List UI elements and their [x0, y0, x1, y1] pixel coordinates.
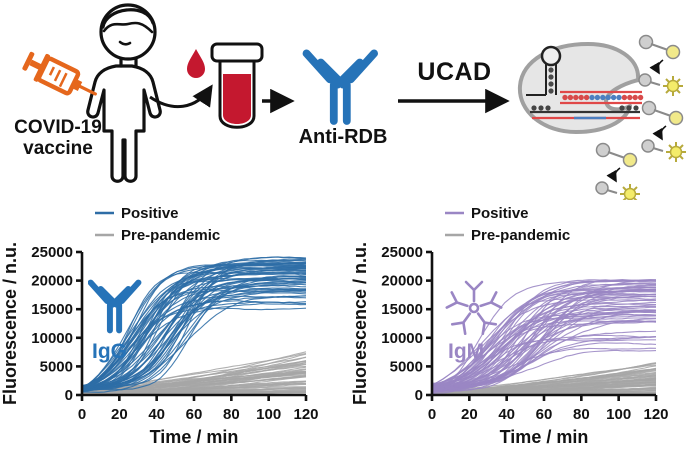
- svg-text:5000: 5000: [390, 358, 423, 375]
- svg-text:80: 80: [573, 406, 590, 423]
- blood-drop-icon: [187, 49, 205, 78]
- y-axis-label: Fluorescence / n.u.: [0, 242, 20, 405]
- vaccine-label: COVID-19 vaccine: [0, 117, 116, 160]
- svg-text:Pre-pandemic: Pre-pandemic: [471, 227, 570, 244]
- pre-pandemic-curves: [82, 351, 307, 395]
- svg-text:15000: 15000: [381, 301, 423, 318]
- svg-text:80: 80: [223, 406, 240, 423]
- syringe-icon: [22, 51, 97, 96]
- positive-curves: [432, 278, 657, 395]
- legend: Positive Pre-pandemic: [445, 205, 570, 244]
- antibody-icon: [302, 49, 378, 125]
- axes: [426, 250, 658, 401]
- svg-text:60: 60: [536, 406, 553, 423]
- igm-label: IgM: [448, 340, 485, 363]
- svg-text:10000: 10000: [381, 330, 423, 347]
- tick-labels: 0 5000 10000 15000 20000 25000 0 20 40 60 80 100 120: [381, 244, 668, 423]
- svg-text:15000: 15000: [31, 301, 73, 318]
- svg-text:100: 100: [256, 406, 281, 423]
- svg-text:0: 0: [415, 387, 423, 404]
- svg-text:25000: 25000: [381, 244, 423, 261]
- reporter-molecule-icon: [595, 142, 640, 200]
- axes: [76, 250, 308, 401]
- svg-text:5000: 5000: [40, 358, 73, 375]
- svg-text:0: 0: [428, 406, 436, 423]
- igg-chart: 0 5000 10000 15000 20000 25000 0 20 40 60 80 100 120…: [0, 205, 319, 447]
- x-axis-label: Time / min: [150, 427, 239, 447]
- schematic-diagram: [22, 3, 686, 200]
- svg-text:40: 40: [148, 406, 165, 423]
- svg-text:10000: 10000: [31, 330, 73, 347]
- svg-text:20000: 20000: [31, 273, 73, 290]
- target-sequence-dots: [562, 94, 644, 101]
- igg-panel: 0 5000 10000 15000 20000 25000 0 20 40 60 80 100 120…: [0, 200, 346, 450]
- tick-labels: 0 5000 10000 15000 20000 25000 0 20 40 60 80 100 120: [31, 244, 318, 423]
- svg-text:25000: 25000: [31, 244, 73, 261]
- svg-text:20: 20: [461, 406, 478, 423]
- ucad-label: UCAD: [417, 58, 492, 86]
- person-icon: [86, 3, 162, 183]
- positive-curves: [82, 256, 307, 393]
- svg-text:120: 120: [293, 406, 318, 423]
- legend: Positive Pre-pandemic: [95, 205, 220, 244]
- igg-label: IgG: [92, 340, 127, 363]
- svg-text:0: 0: [65, 387, 73, 404]
- transfer-arrow-icon: [149, 84, 213, 109]
- svg-text:Positive: Positive: [121, 205, 179, 222]
- cas-detector-icon: [517, 42, 644, 134]
- svg-text:Positive: Positive: [471, 205, 529, 222]
- svg-text:40: 40: [498, 406, 515, 423]
- reporter-molecule-icon: [638, 34, 683, 96]
- svg-text:20000: 20000: [381, 273, 423, 290]
- vaccine-label-line2: vaccine: [23, 138, 93, 160]
- antibody-label: Anti-RDB: [298, 126, 388, 148]
- igm-chart: 0 5000 10000 15000 20000 25000 0 20 40 60 80 100 120…: [350, 205, 669, 447]
- x-axis-label: Time / min: [500, 427, 589, 447]
- reporter-molecule-icon: [641, 100, 686, 162]
- svg-text:100: 100: [606, 406, 631, 423]
- svg-text:120: 120: [643, 406, 668, 423]
- svg-text:20: 20: [111, 406, 128, 423]
- svg-text:0: 0: [78, 406, 86, 423]
- blood-tube-icon: [210, 42, 264, 129]
- vaccine-label-line1: COVID-19: [14, 117, 102, 138]
- pre-pandemic-curves: [432, 362, 657, 395]
- svg-text:Pre-pandemic: Pre-pandemic: [121, 227, 220, 244]
- igm-panel: 0 5000 10000 15000 20000 25000 0 20 40 60 80 100 120…: [350, 200, 693, 450]
- svg-text:60: 60: [186, 406, 203, 423]
- y-axis-label: Fluorescence / n.u.: [350, 242, 370, 405]
